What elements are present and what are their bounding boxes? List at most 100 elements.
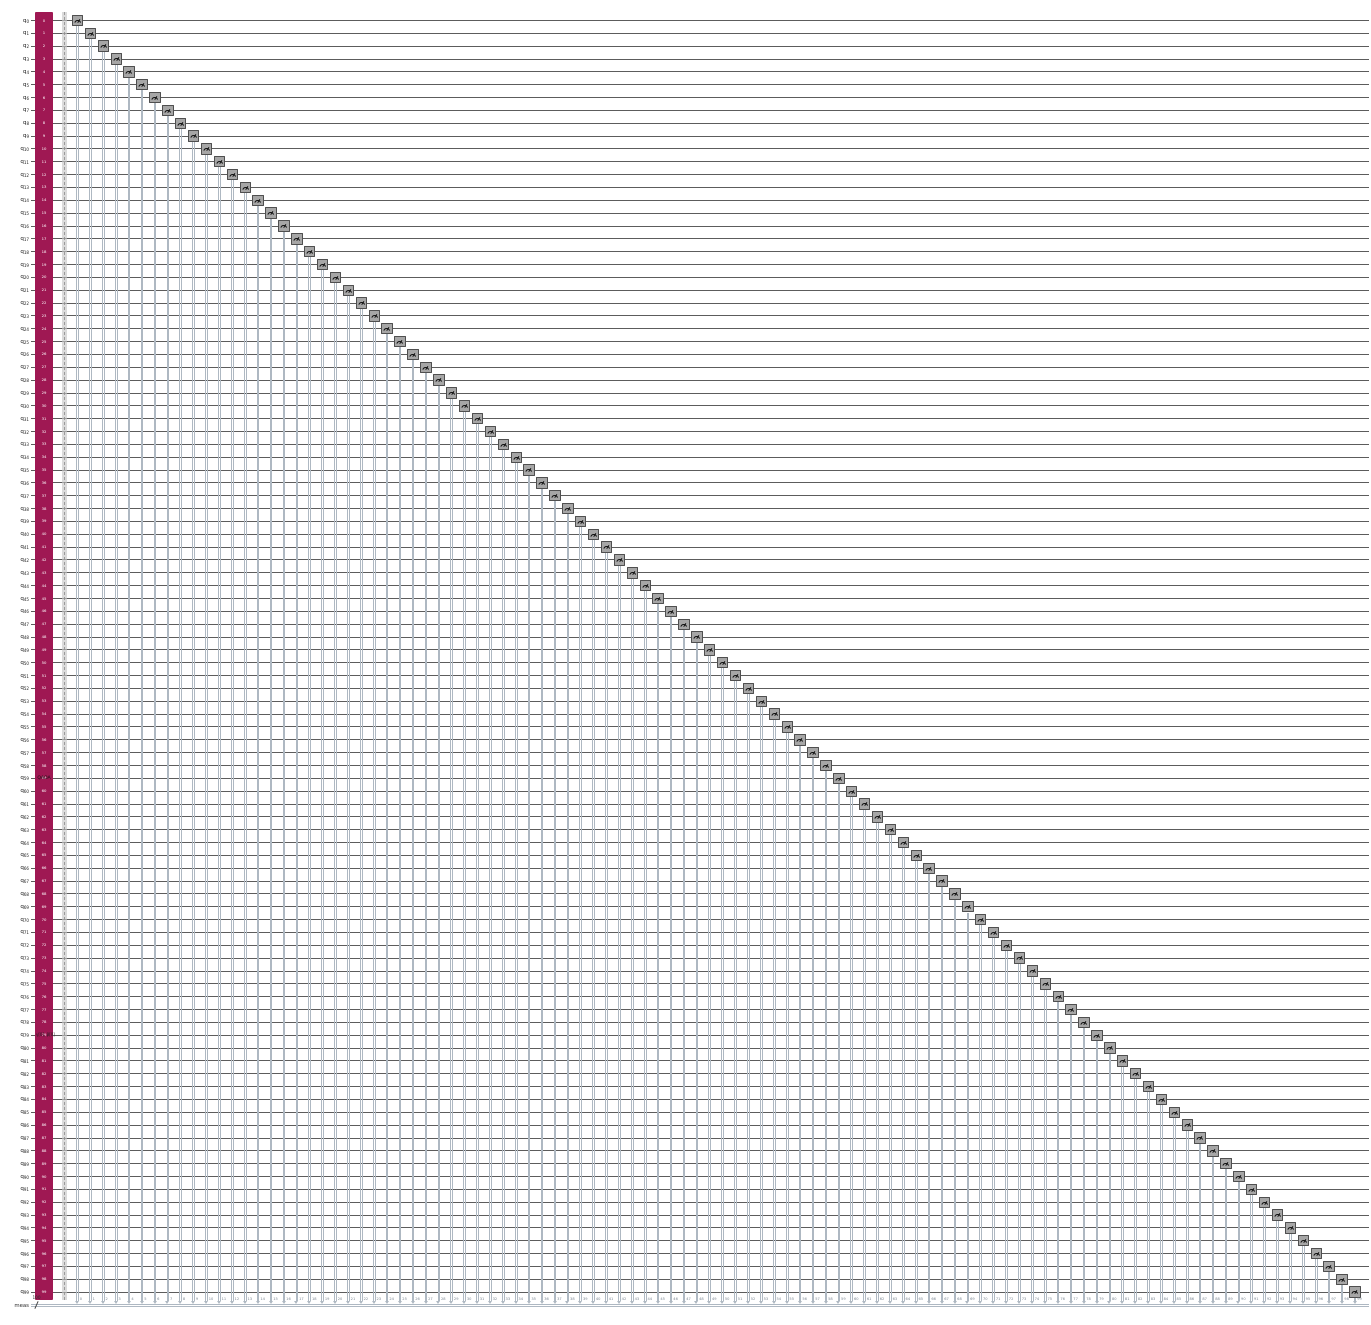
classical-line: [1250, 1195, 1254, 1302]
qubit-label: q19: [20, 261, 29, 268]
qubit-label: q64: [20, 839, 29, 846]
classical-line: [1005, 951, 1008, 1302]
measure-meter-icon: [667, 609, 675, 614]
classical-bit-label: 76: [1060, 1296, 1065, 1301]
measure-gate: [97, 40, 109, 52]
classical-register-size-label: 100: [32, 1295, 41, 1301]
measure-gate: [1233, 1170, 1245, 1183]
measure-gate: [1000, 939, 1013, 952]
gate-qubit-index: 94: [41, 1224, 47, 1230]
qubit-wire: [30, 84, 1369, 86]
measure-arrow-icon: [294, 1300, 299, 1304]
measure-gate: [1142, 1080, 1155, 1093]
classical-bit-label: 89: [1228, 1296, 1233, 1301]
measure-meter-icon: [564, 506, 572, 511]
classical-bit-label: 36: [544, 1296, 549, 1301]
classical-bit-label: 35: [531, 1296, 536, 1301]
classical-bit-label: 6: [157, 1296, 160, 1301]
qubit-wire: [30, 585, 1369, 587]
gate-qubit-index: 27: [41, 364, 47, 370]
measure-arrow-icon: [1029, 1300, 1034, 1304]
qubit-label: q22: [20, 300, 29, 307]
classical-bit-label: 80: [1112, 1296, 1117, 1301]
measure-gate: [1349, 1286, 1361, 1298]
measure-arrow-icon: [1094, 1300, 1099, 1304]
qubit-label: q95: [20, 1237, 29, 1244]
measure-gate: [1129, 1068, 1142, 1080]
measure-gate: [871, 811, 884, 823]
measure-meter-icon: [900, 840, 907, 845]
measure-meter-icon: [1209, 1149, 1217, 1154]
qubit-wire: [30, 687, 1369, 689]
measure-gate: [923, 862, 935, 874]
classical-bit-label: 87: [1202, 1296, 1207, 1301]
classical-bit-label: 61: [866, 1296, 872, 1301]
gate-qubit-index: 53: [41, 698, 47, 704]
gate-qubit-index: 62: [41, 813, 47, 819]
classical-bit-label: 25: [402, 1296, 407, 1301]
qubit-wire: [30, 533, 1369, 535]
gate-qubit-index: 60: [41, 788, 47, 794]
measure-meter-icon: [1158, 1097, 1165, 1102]
gate-qubit-index: 58: [41, 762, 47, 768]
measure-arrow-icon: [836, 1300, 841, 1304]
gate-qubit-index: 7: [42, 107, 46, 113]
qubit-label: q91: [20, 1186, 29, 1193]
measure-arrow-icon: [810, 1300, 815, 1304]
classical-bit-label: 4: [131, 1296, 134, 1301]
gate-qubit-index: 42: [41, 556, 47, 562]
qubit-label: q94: [20, 1224, 29, 1232]
qubit-wire: [30, 1163, 1369, 1165]
gate-qubit-index: 43: [41, 569, 47, 575]
measure-meter-icon: [254, 198, 262, 203]
qubit-label: q52: [20, 685, 29, 692]
qubit-wire: [30, 957, 1369, 959]
qubit-label: q88: [20, 1147, 29, 1155]
classical-bit-label: 88: [1215, 1296, 1220, 1301]
classical-bit-label: 18: [311, 1296, 317, 1301]
gate-qubit-index: 45: [41, 595, 47, 601]
measure-arrow-icon: [423, 1300, 428, 1304]
measure-meter-icon: [1196, 1136, 1204, 1141]
qubit-wire: [30, 610, 1369, 612]
qubit-label: q78: [20, 1019, 29, 1026]
gate-qubit-index: 31: [41, 415, 47, 421]
measure-gate: [304, 246, 316, 258]
measure-meter-icon: [319, 262, 326, 267]
classical-line: [424, 373, 428, 1302]
classical-line: [824, 771, 828, 1302]
classical-line: [489, 437, 492, 1302]
measure-gate: [587, 528, 600, 540]
qubit-wire: [30, 559, 1369, 561]
classical-line: [1211, 1156, 1215, 1302]
classical-bit-label: 14: [260, 1296, 265, 1301]
classical-bit-label: 42: [621, 1296, 627, 1301]
gate-qubit-index: 69: [41, 903, 47, 909]
qubit-label: q49: [20, 646, 29, 654]
qubit-label: q51: [20, 672, 29, 679]
measure-arrow-icon: [746, 1300, 751, 1304]
classical-bit-label: 30: [466, 1296, 472, 1301]
qubit-wire: [30, 392, 1369, 394]
measure-arrow-icon: [1262, 1300, 1267, 1304]
qubit-label: q17: [20, 235, 29, 243]
qubit-wire: [30, 264, 1369, 266]
qubit-label: q16: [20, 223, 29, 230]
measure-gate: [1065, 1003, 1077, 1016]
classical-bit-label: 47: [686, 1296, 691, 1301]
gate-qubit-index: 77: [41, 1006, 47, 1012]
measure-gate: [1013, 952, 1026, 964]
measure-meter-icon: [964, 905, 972, 910]
gate-qubit-index: 37: [41, 492, 47, 498]
measure-gate: [1181, 1119, 1193, 1131]
classical-line: [231, 180, 234, 1302]
measure-arrow-icon: [410, 1300, 415, 1304]
measure-arrow-icon: [217, 1300, 222, 1304]
measure-gate: [807, 746, 819, 759]
measure-meter-icon: [1300, 1239, 1307, 1244]
measure-meter-icon: [1132, 1072, 1139, 1077]
measure-gate: [768, 708, 780, 720]
classical-bit-label: 38: [570, 1296, 575, 1301]
qubit-wire: [30, 880, 1369, 882]
gate-qubit-index: 21: [41, 287, 47, 293]
